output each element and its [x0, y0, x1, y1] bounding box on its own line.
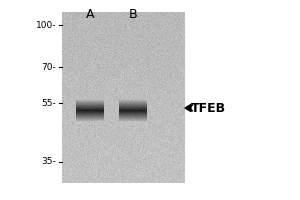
- Text: 100-: 100-: [35, 21, 56, 29]
- Text: 35-: 35-: [41, 158, 56, 166]
- Text: A: A: [86, 8, 94, 21]
- Text: TFEB: TFEB: [191, 102, 226, 114]
- Text: B: B: [129, 8, 137, 21]
- Text: 70-: 70-: [41, 62, 56, 72]
- Polygon shape: [185, 104, 191, 112]
- Text: 55-: 55-: [41, 98, 56, 108]
